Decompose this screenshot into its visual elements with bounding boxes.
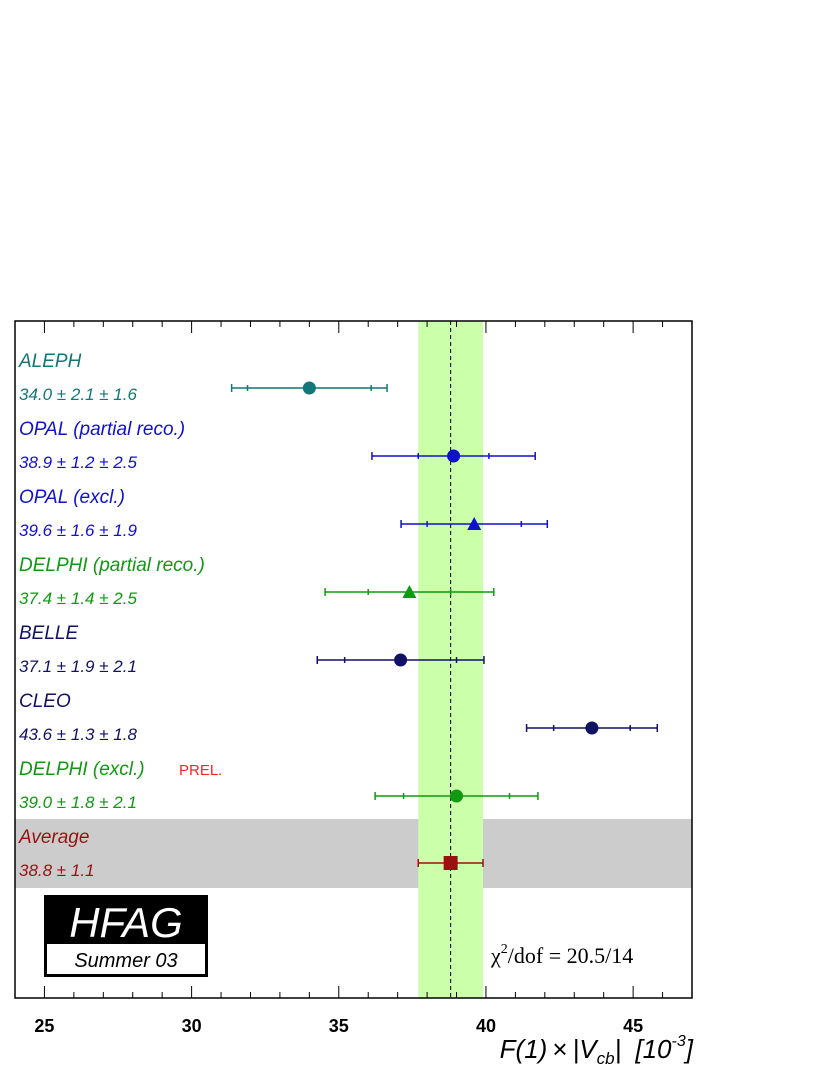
measurement-value-delphi-partial-reco: 37.4 ± 1.4 ± 2.5 (19, 589, 137, 608)
experiment-label-delphi-excl: DELPHI (excl.) (19, 759, 145, 780)
measurements (230, 381, 659, 870)
logo-main-text: HFAG (69, 899, 183, 946)
preliminary-badge: PREL. (179, 762, 222, 779)
chi2-annotation: χ2/dof = 20.5/14 (490, 942, 633, 968)
axis-title-unit-open: [10 (634, 1034, 672, 1064)
x-tick-label: 25 (34, 1016, 54, 1036)
axis-title-pre: F(1) (500, 1034, 548, 1064)
chi2-text: /dof = 20.5/14 (508, 943, 633, 968)
experiment-label-opal-partial-reco: OPAL (partial reco.) (19, 419, 185, 440)
axis-title-abs-close: | (615, 1034, 622, 1064)
cleo-point (525, 721, 659, 735)
chi2-symbol: χ (490, 943, 501, 968)
axis-title-superscript: -3 (672, 1033, 686, 1050)
measurement-labels: ALEPH 34.0 ± 2.1 ± 1.6 OPAL (partial reco.… (18, 351, 222, 880)
x-tick-label: 40 (476, 1016, 496, 1036)
plot-frame (14, 320, 693, 999)
logo-sub-text: Summer 03 (74, 950, 177, 972)
average-shade (15, 819, 692, 888)
x-tick-label: 30 (182, 1016, 202, 1036)
circle-marker (394, 653, 408, 667)
axis-title-times: × (552, 1034, 567, 1064)
measurement-value-opal-partial-reco: 38.9 ± 1.2 ± 2.5 (19, 453, 137, 472)
experiment-label-aleph: ALEPH (18, 351, 82, 372)
average-point (417, 856, 484, 870)
axis-ticks: 25 30 35 40 45 (34, 321, 664, 1036)
axis-title-unit-close: ] (683, 1034, 694, 1064)
measurement-value-aleph: 34.0 ± 2.1 ± 1.6 (19, 385, 137, 404)
circle-marker (447, 449, 461, 463)
aleph-point (230, 381, 388, 395)
experiment-label-opal-excl: OPAL (excl.) (19, 487, 125, 508)
triangle-marker (402, 585, 417, 598)
circle-marker (302, 381, 316, 395)
axis-title-abs-open: |V (573, 1034, 600, 1064)
axis-title-subscript: cb (597, 1049, 615, 1068)
square-marker (443, 856, 458, 870)
measurement-value-cleo: 43.6 ± 1.3 ± 1.8 (19, 725, 137, 744)
opal-partial-reco-point (371, 449, 536, 463)
circle-marker (585, 721, 599, 735)
measurement-value-belle: 37.1 ± 1.9 ± 2.1 (19, 657, 137, 676)
chi2-power: 2 (501, 942, 508, 957)
experiment-label-cleo: CLEO (19, 691, 71, 712)
measurement-value-opal-excl: 39.6 ± 1.6 ± 1.9 (19, 521, 137, 540)
x-tick-label: 35 (329, 1016, 349, 1036)
triangle-marker (467, 517, 482, 530)
opal-excl-point (400, 517, 549, 530)
measurement-value-delphi-excl: 39.0 ± 1.8 ± 2.1 (19, 793, 137, 812)
average-label: Average (18, 827, 89, 848)
belle-point (316, 653, 485, 667)
x-tick-label: 45 (623, 1016, 643, 1036)
average-value: 38.8 ± 1.1 (19, 861, 95, 880)
x-axis-title: F(1) × |Vcb| [10-3] (500, 1033, 694, 1068)
experiment-label-belle: BELLE (19, 623, 78, 644)
delphi-partial-reco-point (324, 585, 495, 598)
experiment-label-delphi-partial-reco: DELPHI (partial reco.) (19, 555, 205, 576)
delphi-excl-point (374, 789, 539, 803)
circle-marker (450, 789, 464, 803)
hfag-logo: HFAG Summer 03 (44, 895, 208, 977)
